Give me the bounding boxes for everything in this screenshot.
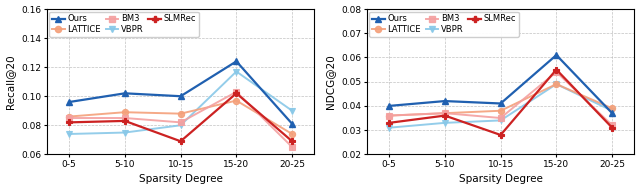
SLMRec bbox=[121, 120, 129, 122]
BM3 bbox=[177, 121, 184, 124]
LATTICE bbox=[121, 111, 129, 113]
VBPR bbox=[441, 122, 449, 124]
Ours bbox=[121, 92, 129, 94]
Ours bbox=[608, 112, 616, 114]
Ours bbox=[552, 54, 560, 56]
LATTICE bbox=[608, 107, 616, 109]
SLMRec bbox=[65, 121, 73, 124]
SLMRec bbox=[552, 68, 560, 71]
BM3 bbox=[552, 71, 560, 73]
BM3 bbox=[232, 91, 240, 93]
LATTICE bbox=[232, 99, 240, 102]
VBPR bbox=[385, 127, 393, 129]
VBPR bbox=[288, 110, 296, 112]
Ours bbox=[385, 105, 393, 107]
Line: Ours: Ours bbox=[386, 52, 615, 116]
Line: SLMRec: SLMRec bbox=[66, 90, 295, 144]
Legend: Ours, LATTICE, BM3, VBPR, SLMRec: Ours, LATTICE, BM3, VBPR, SLMRec bbox=[49, 12, 199, 37]
BM3 bbox=[441, 112, 449, 114]
Y-axis label: Recall@20: Recall@20 bbox=[6, 54, 15, 109]
SLMRec bbox=[177, 140, 184, 142]
VBPR bbox=[497, 119, 504, 122]
Line: BM3: BM3 bbox=[386, 69, 615, 128]
SLMRec bbox=[608, 127, 616, 129]
X-axis label: Sparsity Degree: Sparsity Degree bbox=[459, 174, 543, 184]
Line: SLMRec: SLMRec bbox=[386, 66, 615, 138]
Line: LATTICE: LATTICE bbox=[386, 81, 615, 119]
BM3 bbox=[288, 146, 296, 148]
LATTICE bbox=[385, 114, 393, 117]
Y-axis label: NDCG@20: NDCG@20 bbox=[326, 54, 335, 109]
BM3 bbox=[608, 124, 616, 126]
Line: Ours: Ours bbox=[66, 58, 295, 127]
VBPR bbox=[177, 124, 184, 126]
BM3 bbox=[385, 114, 393, 117]
VBPR bbox=[65, 133, 73, 135]
LATTICE bbox=[552, 83, 560, 85]
LATTICE bbox=[177, 112, 184, 115]
LATTICE bbox=[288, 133, 296, 135]
Ours bbox=[65, 101, 73, 103]
SLMRec bbox=[497, 134, 504, 136]
VBPR bbox=[552, 83, 560, 85]
X-axis label: Sparsity Degree: Sparsity Degree bbox=[139, 174, 223, 184]
Ours bbox=[232, 60, 240, 63]
Legend: Ours, LATTICE, BM3, VBPR, SLMRec: Ours, LATTICE, BM3, VBPR, SLMRec bbox=[369, 12, 519, 37]
BM3 bbox=[497, 117, 504, 119]
SLMRec bbox=[385, 122, 393, 124]
Ours bbox=[288, 123, 296, 125]
BM3 bbox=[121, 117, 129, 119]
LATTICE bbox=[497, 110, 504, 112]
Line: LATTICE: LATTICE bbox=[66, 97, 295, 137]
Ours bbox=[177, 95, 184, 97]
Ours bbox=[441, 100, 449, 102]
Ours bbox=[497, 102, 504, 105]
Line: BM3: BM3 bbox=[66, 89, 295, 150]
LATTICE bbox=[65, 115, 73, 118]
SLMRec bbox=[232, 92, 240, 94]
VBPR bbox=[608, 110, 616, 112]
Line: VBPR: VBPR bbox=[386, 81, 615, 131]
VBPR bbox=[232, 70, 240, 73]
LATTICE bbox=[441, 112, 449, 114]
SLMRec bbox=[288, 140, 296, 142]
BM3 bbox=[65, 117, 73, 119]
SLMRec bbox=[441, 114, 449, 117]
Line: VBPR: VBPR bbox=[66, 68, 295, 137]
VBPR bbox=[121, 131, 129, 134]
